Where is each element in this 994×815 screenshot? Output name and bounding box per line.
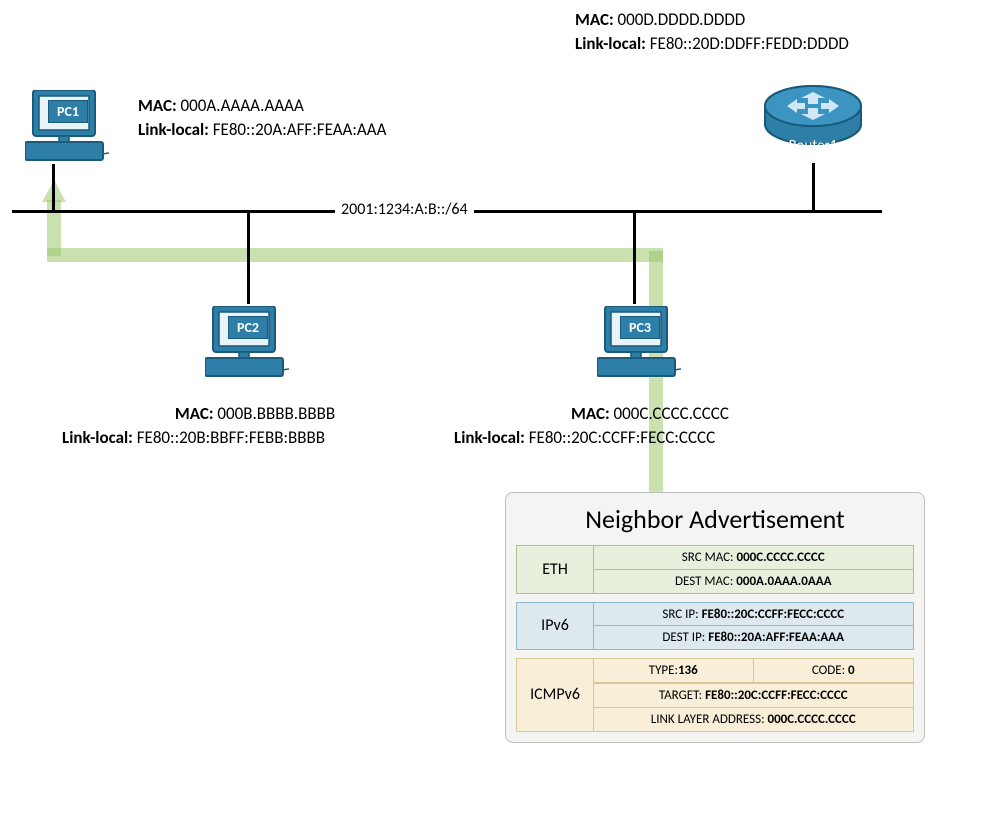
- packet-ipv6-src: SRC IP: FE80::20C:CCFF:FECC:CCCC: [593, 602, 915, 627]
- packet-box: Neighbor Advertisement ETH SRC MAC: 000C…: [505, 492, 925, 743]
- pc3-linklocal: FE80::20C:CCFF:FECC:CCCC: [529, 427, 715, 448]
- packet-eth-src: SRC MAC: 000C.CCCC.CCCC: [593, 545, 915, 570]
- pc2-linklocal-row: Link-local: FE80::20B:BBFF:FEBB:BBBB: [62, 426, 325, 450]
- pc3-mac: 000C.CCCC.CCCC: [614, 403, 729, 424]
- pc1-linklocal: FE80::20A:AFF:FEAA:AAA: [213, 119, 387, 140]
- packet-icmpv6-label: ICMPv6: [516, 658, 594, 732]
- packet-icmpv6-section: ICMPv6 TYPE:136 CODE: 0 TARGET: FE80::20…: [516, 658, 914, 732]
- drop-router: [812, 163, 815, 211]
- pc1-mac: 000A.AAAA.AAAA: [181, 95, 304, 116]
- packet-eth-section: ETH SRC MAC: 000C.CCCC.CCCC DEST MAC: 00…: [516, 545, 914, 594]
- pc1-info: MAC: 000A.AAAA.AAAA Link-local: FE80::20…: [138, 94, 386, 142]
- router-linklocal: FE80::20D:DDFF:FEDD:DDDD: [650, 33, 849, 54]
- packet-icmpv6-type: TYPE:136: [593, 658, 755, 683]
- network-prefix: 2001:1234:A:B::/64: [335, 200, 474, 219]
- pc1-label: PC1: [48, 100, 88, 123]
- router-icon: [763, 76, 863, 146]
- packet-ipv6-dest: DEST IP: FE80::20A:AFF:FEAA:AAA: [593, 625, 915, 650]
- packet-ipv6-section: IPv6 SRC IP: FE80::20C:CCFF:FECC:CCCC DE…: [516, 602, 914, 651]
- pc3-label: PC3: [620, 316, 660, 339]
- packet-title: Neighbor Advertisement: [516, 503, 914, 535]
- router-mac: 000D.DDDD.DDDD: [618, 9, 746, 30]
- packet-icmpv6-target: TARGET: FE80::20C:CCFF:FECC:CCCC: [593, 683, 915, 708]
- packet-eth-label: ETH: [516, 545, 594, 594]
- pc2-mac: 000B.BBBB.BBBB: [217, 403, 335, 424]
- pc2-label: PC2: [228, 316, 268, 339]
- packet-eth-dest: DEST MAC: 000A.0AAA.0AAA: [593, 569, 915, 594]
- router-label: Router1: [773, 137, 853, 155]
- drop-pc3: [633, 212, 636, 304]
- pc2-info: MAC: 000B.BBBB.BBBB: [145, 402, 365, 426]
- pc2-linklocal: FE80::20B:BBFF:FEBB:BBBB: [137, 427, 325, 448]
- drop-pc2: [247, 212, 250, 304]
- packet-icmpv6-code: CODE: 0: [753, 658, 915, 683]
- pc3-info: MAC: 000C.CCCC.CCCC: [540, 402, 760, 426]
- drop-pc1: [52, 164, 55, 211]
- pc3-linklocal-row: Link-local: FE80::20C:CCFF:FECC:CCCC: [454, 426, 715, 450]
- packet-icmpv6-lla: LINK LAYER ADDRESS: 000C.CCCC.CCCC: [593, 707, 915, 732]
- packet-ipv6-label: IPv6: [516, 602, 594, 651]
- arrow-horizontal: [47, 248, 663, 262]
- router-info: MAC: 000D.DDDD.DDDD Link-local: FE80::20…: [575, 8, 849, 56]
